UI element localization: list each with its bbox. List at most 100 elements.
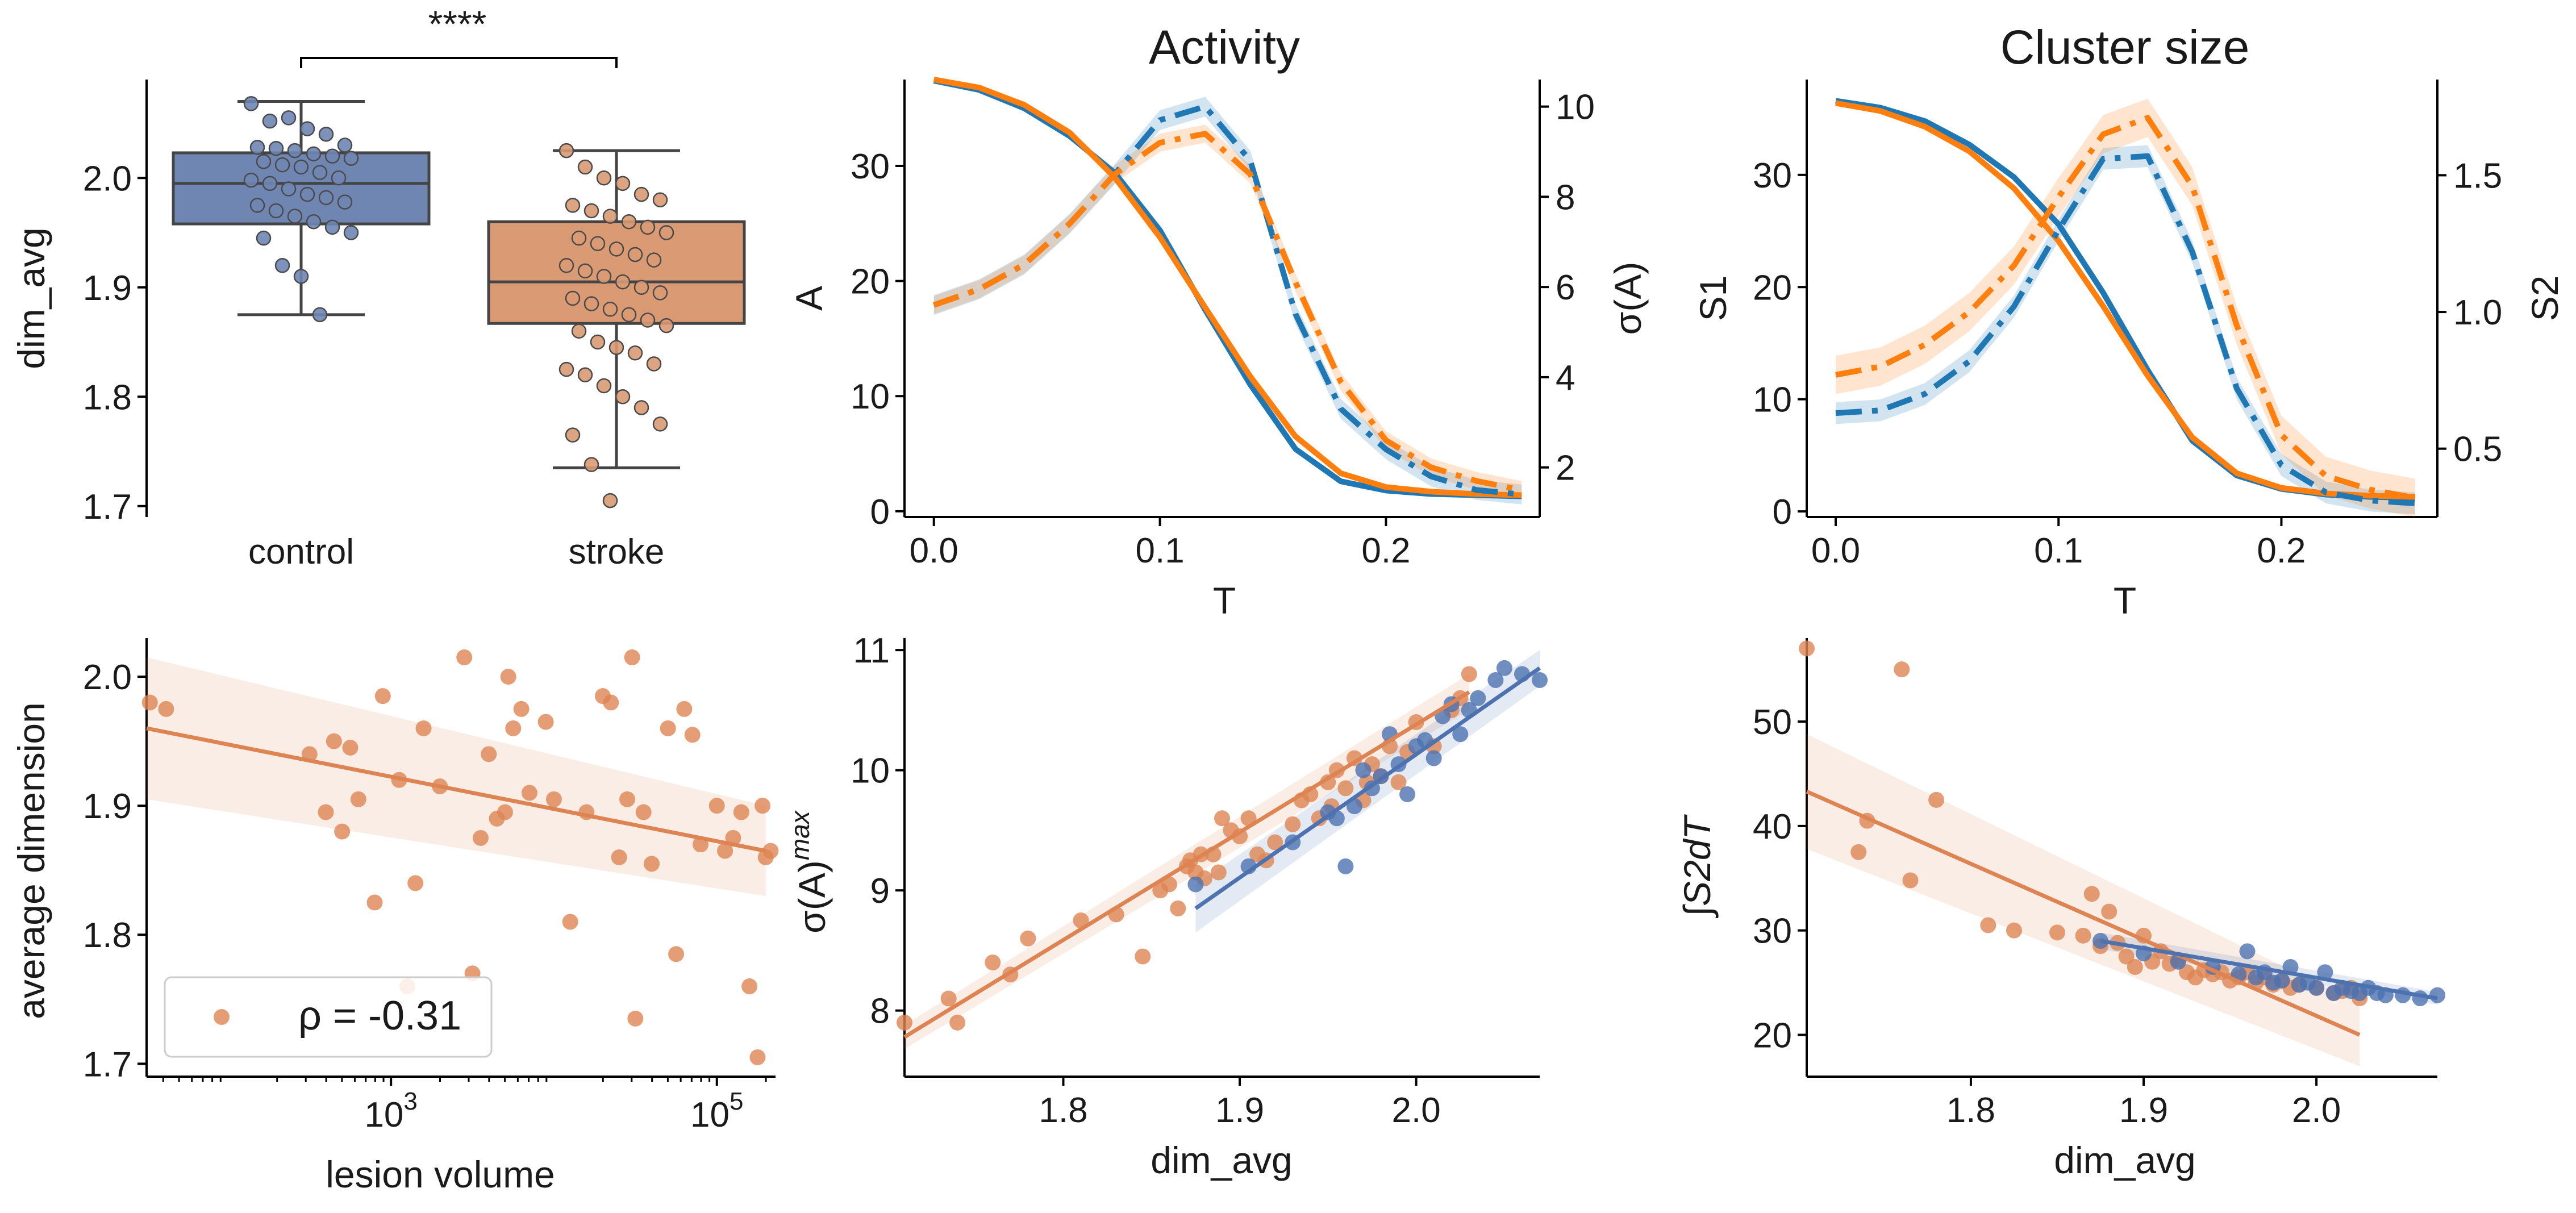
data-point [318, 190, 334, 206]
data-point [627, 345, 643, 361]
left-y-tick-label: 20 [851, 262, 890, 302]
x-tick-label: 0.0 [910, 531, 958, 570]
data-point [407, 875, 424, 891]
left-y-tick-label: 30 [1753, 156, 1792, 195]
x-tick-label: 1.9 [1215, 1091, 1264, 1130]
data-point [274, 157, 290, 173]
data-point-reg_orange [2118, 948, 2135, 965]
data-point [762, 843, 779, 859]
x-tick-exponent: 5 [730, 1087, 743, 1115]
data-point [602, 209, 618, 224]
legend-box [164, 976, 493, 1058]
x-tick-label: 103 [364, 1087, 417, 1135]
series-line-orange-dashdot [1835, 115, 2416, 501]
cluster-size-panel: Cluster size T S1 S2 0.0 0.1 0.2 0 10 20 30 0.5… [1692, 20, 2566, 622]
data-point-reg_blue [2317, 964, 2333, 981]
x-tick-base: 10 [690, 1095, 730, 1135]
data-point [331, 170, 347, 186]
significance-bracket [300, 57, 618, 68]
x-tick-label: 0.1 [2034, 531, 2083, 570]
data-point [590, 334, 606, 350]
y-tick-label: 1.7 [83, 1045, 132, 1084]
data-point [577, 159, 593, 175]
data-point [141, 694, 158, 711]
data-point [334, 823, 351, 840]
x-tick-label: 1.8 [1946, 1091, 1995, 1130]
data-point [621, 307, 637, 323]
data-point [615, 274, 631, 290]
series-line-orange-dashdot [933, 131, 1523, 493]
series-line-blue-dashdot [933, 103, 1522, 498]
x-tick-label: 0.2 [1361, 531, 1410, 570]
x-tick-label-control: control [248, 532, 354, 572]
data-point [558, 143, 574, 159]
data-point [668, 946, 685, 962]
integral-y-axis-label: ∫S2dT [1676, 814, 1719, 919]
data-point [565, 290, 581, 306]
data-point [660, 720, 676, 736]
data-point [287, 209, 303, 224]
sigma-y-axis-label-sup: max [785, 810, 815, 860]
data-point [293, 269, 309, 284]
y-tick-label: 20 [1753, 1016, 1792, 1055]
data-point [635, 804, 652, 820]
x-tick-exponent: 3 [403, 1087, 417, 1115]
data-point [652, 192, 668, 207]
data-point [608, 340, 624, 355]
data-point [558, 258, 574, 273]
data-point [646, 356, 662, 372]
activity-panel: Activity T A σ(A) 0.0 0.1 0.2 0 10 20 30 2 4 6 8 10 [788, 20, 1649, 622]
x-tick-label: 2.0 [2292, 1091, 2341, 1130]
data-point [615, 176, 631, 191]
data-point [693, 836, 709, 853]
y-tick-label: 2.0 [83, 159, 132, 198]
data-point-reg_blue [1452, 726, 1469, 743]
data-point [262, 113, 278, 129]
data-point [337, 194, 353, 210]
data-point [312, 307, 328, 323]
data-point [583, 203, 599, 219]
data-point-reg_orange [2075, 927, 2091, 944]
data-point-reg_orange [1346, 750, 1362, 766]
data-point [621, 214, 637, 230]
data-point [684, 727, 701, 743]
data-point [571, 230, 587, 246]
data-point [274, 258, 290, 273]
data-point [243, 172, 259, 188]
right-y-tick-label: 10 [1556, 88, 1595, 127]
data-point-reg_blue [1187, 876, 1204, 893]
data-point-reg_orange [2083, 886, 2100, 902]
data-point [565, 198, 581, 213]
data-point-reg_orange [2127, 959, 2143, 975]
sigma-y-axis-label: σ(A)max [785, 810, 833, 933]
data-point-reg_orange [1337, 780, 1354, 797]
significance-label: **** [428, 3, 487, 45]
confidence-band-orange [933, 124, 1522, 499]
data-point [456, 649, 473, 666]
regression-line-reg_blue [1194, 666, 1541, 910]
regression-band [147, 657, 766, 897]
data-point-reg_orange [1461, 666, 1477, 682]
data-point [652, 416, 668, 432]
data-point [577, 367, 593, 382]
regression-line-reg_orange [1806, 789, 2361, 1037]
data-point-reg_orange [2006, 922, 2022, 939]
data-point [343, 225, 359, 240]
activity-x-axis-label: T [1213, 580, 1236, 622]
series-line-orange-solid [933, 77, 1522, 498]
data-point [281, 181, 297, 197]
data-point-reg_blue [1470, 690, 1486, 706]
left-y-tick-label: 10 [1753, 381, 1792, 420]
data-point [391, 772, 407, 788]
data-point-reg_orange [1928, 791, 1945, 808]
data-point-reg_blue [1425, 750, 1442, 766]
y-tick-label: 1.9 [83, 269, 132, 308]
data-point-reg_orange [985, 954, 1001, 971]
data-point [633, 400, 649, 415]
data-point-reg_blue [1532, 672, 1548, 689]
lesion-y-axis-label: average dimension [10, 702, 52, 1019]
data-point [262, 176, 278, 191]
y-tick-label: 1.7 [83, 487, 132, 527]
data-point [619, 791, 636, 807]
data-point-reg_orange [1894, 661, 1910, 678]
